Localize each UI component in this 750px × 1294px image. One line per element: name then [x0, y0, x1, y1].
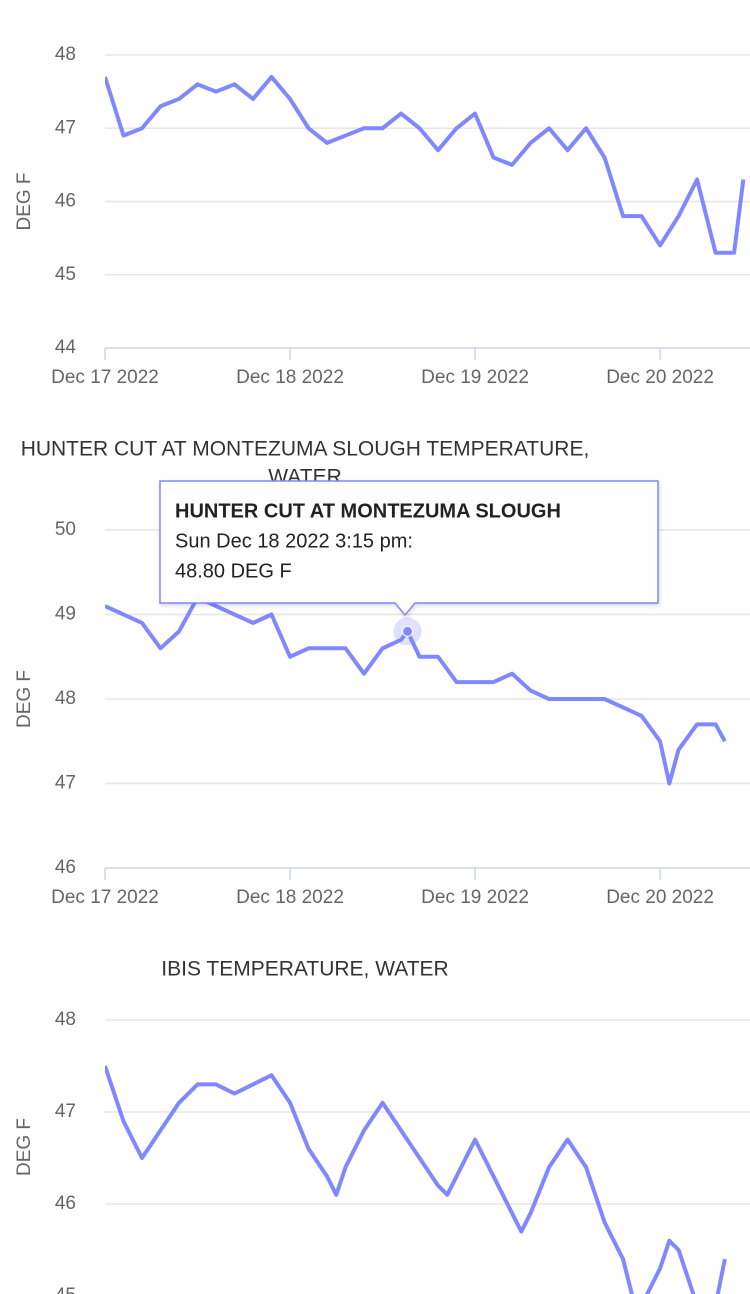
y-tick-label: 45 — [55, 1285, 76, 1294]
plot-area — [105, 74, 746, 255]
y-tick-label: 47 — [55, 1101, 76, 1122]
tooltip-series: HUNTER CUT AT MONTEZUMA SLOUGH — [175, 500, 561, 522]
plot-area — [105, 595, 727, 786]
chart-title: HUNTER CUT AT MONTEZUMA SLOUGH TEMPERATU… — [21, 438, 590, 461]
data-line — [105, 595, 727, 786]
x-tick-label: Dec 18 2022 — [236, 887, 344, 908]
tooltip-value: 48.80 DEG F — [175, 560, 292, 582]
data-line — [105, 74, 746, 255]
y-tick-label: 48 — [55, 688, 76, 709]
data-line — [105, 1065, 727, 1294]
y-tick-label: 48 — [55, 1009, 76, 1030]
y-tick-label: 49 — [55, 604, 76, 625]
y-tick-label: 44 — [55, 337, 77, 358]
x-tick-label: Dec 19 2022 — [421, 367, 529, 388]
x-tick-label: Dec 19 2022 — [421, 887, 529, 908]
hover-point — [402, 625, 414, 637]
y-axis-label: DEG F — [14, 172, 35, 230]
plot-area — [105, 1065, 727, 1294]
x-tick-label: Dec 18 2022 — [236, 367, 344, 388]
y-tick-label: 46 — [55, 191, 76, 212]
chart-title: IBIS TEMPERATURE, WATER — [161, 958, 448, 981]
tooltip-date: Sun Dec 18 2022 3:15 pm: — [175, 530, 413, 552]
y-tick-label: 46 — [55, 857, 76, 878]
y-tick-label: 47 — [55, 773, 76, 794]
y-axis-label: DEG F — [14, 670, 35, 728]
y-tick-label: 50 — [55, 519, 76, 540]
x-tick-label: Dec 20 2022 — [606, 367, 714, 388]
tooltip-box — [159, 480, 659, 617]
x-tick-label: Dec 17 2022 — [51, 887, 159, 908]
x-tick-label: Dec 20 2022 — [606, 887, 714, 908]
y-tick-label: 46 — [55, 1193, 76, 1214]
x-tick-label: Dec 17 2022 — [51, 367, 159, 388]
y-tick-label: 48 — [55, 44, 76, 65]
y-axis-label: DEG F — [14, 1118, 35, 1176]
y-tick-label: 47 — [55, 117, 76, 138]
y-tick-label: 45 — [55, 264, 76, 285]
